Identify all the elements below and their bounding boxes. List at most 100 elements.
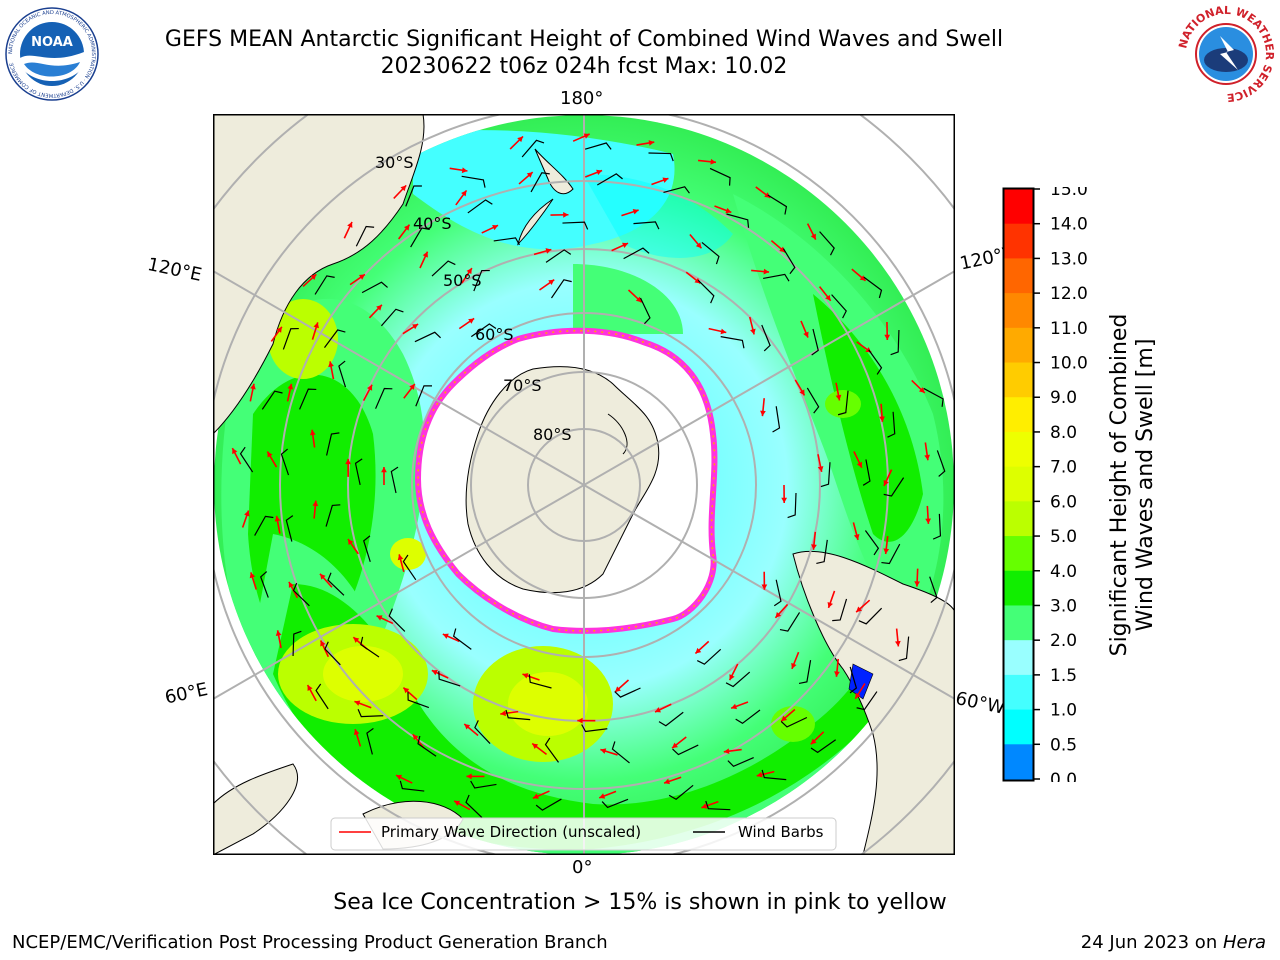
colorbar-cell	[1004, 189, 1033, 225]
wind-barb	[493, 237, 520, 246]
colorbar-cell	[1004, 397, 1033, 433]
wave-arrow-head	[287, 383, 294, 390]
wind-barb	[354, 458, 363, 485]
wind-barb	[596, 173, 623, 186]
wave-arrow-head	[412, 734, 419, 741]
wind-barb	[658, 711, 684, 727]
wave-arrow-head	[532, 743, 539, 749]
machine-name: Hera	[1222, 932, 1266, 953]
wind-barb	[562, 221, 589, 230]
wave-arrow-head	[695, 242, 702, 249]
wind-barb	[772, 406, 781, 433]
wind-barb	[779, 612, 801, 632]
lat-label-50s: 50°S	[443, 271, 482, 290]
wave-arrow-head	[320, 640, 326, 647]
wind-barb	[856, 691, 878, 711]
wind-barb	[324, 329, 346, 348]
lon-label-0: 0°	[572, 857, 593, 878]
run-date-text: 24 Jun 2023 on	[1080, 932, 1223, 953]
wave-arrow-head	[328, 361, 334, 368]
wave-arrow-head	[664, 778, 670, 785]
wind-barb	[584, 142, 612, 150]
colorbar-tick-label: 15.0	[1050, 187, 1088, 200]
wave-arrow-head	[655, 707, 661, 713]
colorbar-cell	[1004, 431, 1033, 468]
wave-arrow-head	[319, 573, 326, 580]
wind-barb	[672, 744, 699, 756]
wind-barb	[849, 666, 858, 694]
wind-barb	[832, 598, 848, 622]
wave-arrow-head	[859, 275, 866, 281]
wind-barb	[787, 492, 797, 519]
colorbar-tick-label: 0.5	[1050, 735, 1077, 755]
wind-barb	[614, 687, 641, 698]
lat-label-40s: 40°S	[413, 214, 452, 233]
wind-barb	[467, 199, 493, 214]
legend-wind-barbs: Wind Barbs	[738, 823, 824, 841]
wave-arrow-head	[461, 190, 467, 197]
wind-barb	[388, 608, 406, 632]
wind-barb	[254, 515, 274, 536]
wind-barb	[819, 231, 835, 256]
wind-barb	[545, 249, 572, 263]
wind-barb	[505, 709, 531, 721]
colorbar-tick-label: 5.0	[1050, 527, 1077, 547]
wave-arrow-head	[835, 394, 842, 401]
wind-barb	[697, 279, 715, 304]
south-america	[792, 550, 955, 855]
wave-arrow-head	[532, 793, 539, 799]
wind-barb	[338, 360, 347, 388]
wind-barb	[325, 504, 341, 527]
wave-arrow-head	[781, 497, 788, 503]
wind-barb	[282, 327, 299, 350]
colorbar-cell	[1004, 223, 1033, 259]
wind-barb	[761, 769, 787, 781]
legend-wave-direction: Primary Wave Direction (unscaled)	[381, 823, 641, 841]
wave-arrow-head	[672, 742, 678, 749]
colorbar-tick-label: 11.0	[1050, 319, 1088, 339]
wave-arrow-head	[577, 717, 583, 724]
colorbar-label-line2: Wind Waves and Swell [m]	[1133, 339, 1158, 632]
wave-arrow-head	[313, 322, 319, 329]
lon-label-60e: 60°E	[163, 679, 210, 709]
wave-arrow-head	[856, 461, 863, 468]
wave-arrow-head	[347, 221, 353, 228]
colorbar-cell	[1004, 709, 1033, 745]
colorbar-tick-label: 7.0	[1050, 458, 1077, 478]
wind-barb	[473, 269, 490, 292]
wave-arrow-head	[632, 208, 639, 215]
wave-arrow-head	[600, 748, 607, 754]
colorbar-cell	[1004, 570, 1033, 606]
wave-arrow-head	[827, 601, 833, 608]
wind-barb	[726, 213, 750, 228]
wave-arrow-head	[275, 630, 282, 637]
colorbar-tick-label: 14.0	[1050, 215, 1088, 235]
noaa-logo: NATIONAL OCEANIC AND ATMOSPHERIC ADMINIS…	[5, 7, 99, 101]
wind-barb	[780, 716, 808, 728]
wave-arrow-head	[883, 548, 890, 554]
wave-arrow-head	[309, 429, 316, 436]
wave-arrow-head	[701, 803, 708, 809]
wind-barbs	[239, 139, 946, 818]
wind-barb	[725, 671, 751, 688]
wave-arrow-head	[563, 211, 569, 218]
wave-arrow-head	[468, 318, 475, 324]
colorbar-tick-label: 12.0	[1050, 284, 1088, 304]
wave-arrow-head	[894, 640, 901, 647]
wind-barb	[260, 571, 269, 598]
wind-barb	[407, 692, 430, 709]
wave-arrow-head	[376, 615, 383, 621]
wave-arrow-head	[249, 572, 256, 579]
nws-logo: NATIONAL WEATHER SERVICE	[1176, 4, 1276, 104]
wind-barb	[773, 579, 782, 607]
wind-barb	[663, 186, 690, 194]
wave-arrow-head	[811, 544, 817, 550]
wind-barb	[417, 735, 437, 757]
wave-arrow-head	[856, 606, 863, 613]
colorbar: 15.0 14.0 13.0 12.0 11.0 10.0 9.0 8.0 7.0 6.0 5.0 4…	[1002, 187, 1088, 782]
wave-arrow-head	[461, 167, 468, 174]
wave-arrow-head	[635, 296, 642, 303]
wind-barb	[782, 248, 796, 275]
wave-arrow-head	[720, 328, 727, 335]
wind-barb	[280, 448, 290, 476]
